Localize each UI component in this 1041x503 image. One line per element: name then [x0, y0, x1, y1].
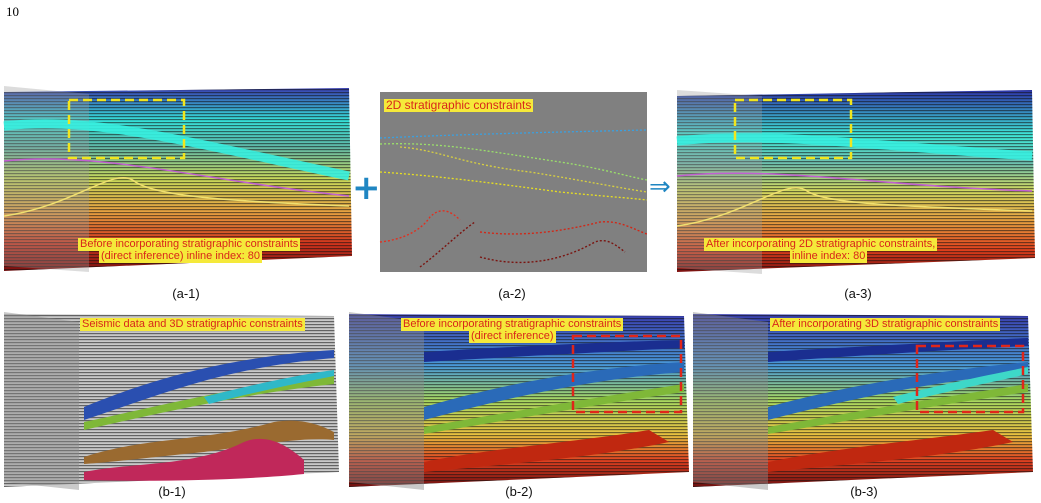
figure-b1-label: Seismic data and 3D stratigraphic constr…: [80, 318, 305, 331]
figure-a3-label-line2: inline index: 80: [790, 250, 868, 263]
figure-a2-image: [379, 129, 648, 268]
page-number: 10: [6, 4, 19, 19]
figure-b3-image: [693, 312, 1033, 490]
figure-a2-label: 2D stratigraphic constraints: [384, 98, 534, 112]
figure-a2: 2D stratigraphic constraints: [379, 92, 648, 272]
figure-a1-label-line1: Before incorporating stratigraphic const…: [78, 238, 301, 251]
figure-b2-image: [349, 312, 689, 490]
figure-a1-label-line2: (direct inference) inline index: 80: [99, 250, 262, 263]
figure-b3-label: After incorporating 3D stratigraphic con…: [770, 318, 1001, 331]
caption-a2: (a-2): [498, 286, 526, 301]
figure-a3-label-line1: After incorporating 2D stratigraphic con…: [704, 238, 938, 251]
figure-a1-image: [3, 86, 352, 272]
plus-icon: +: [352, 168, 381, 208]
figure-b2: Before incorporating stratigraphic const…: [349, 312, 689, 490]
caption-a1: (a-1): [172, 286, 200, 301]
figure-b2-label-line2: (direct inference): [469, 330, 556, 343]
figure-a3-image: [676, 90, 1035, 274]
figure-b1: Seismic data and 3D stratigraphic constr…: [4, 312, 344, 490]
caption-a3: (a-3): [844, 286, 872, 301]
implies-arrow-icon: ⇒: [649, 172, 671, 202]
caption-b3: (b-3): [850, 484, 878, 499]
figure-b1-image: [4, 312, 339, 490]
caption-b1: (b-1): [158, 484, 186, 499]
figure-a3: After incorporating 2D stratigraphic con…: [676, 86, 1037, 276]
figure-a1: Before incorporating stratigraphic const…: [3, 86, 354, 276]
caption-b2: (b-2): [505, 484, 533, 499]
figure-b3: After incorporating 3D stratigraphic con…: [693, 312, 1033, 490]
figure-b2-label-line1: Before incorporating stratigraphic const…: [401, 318, 624, 331]
